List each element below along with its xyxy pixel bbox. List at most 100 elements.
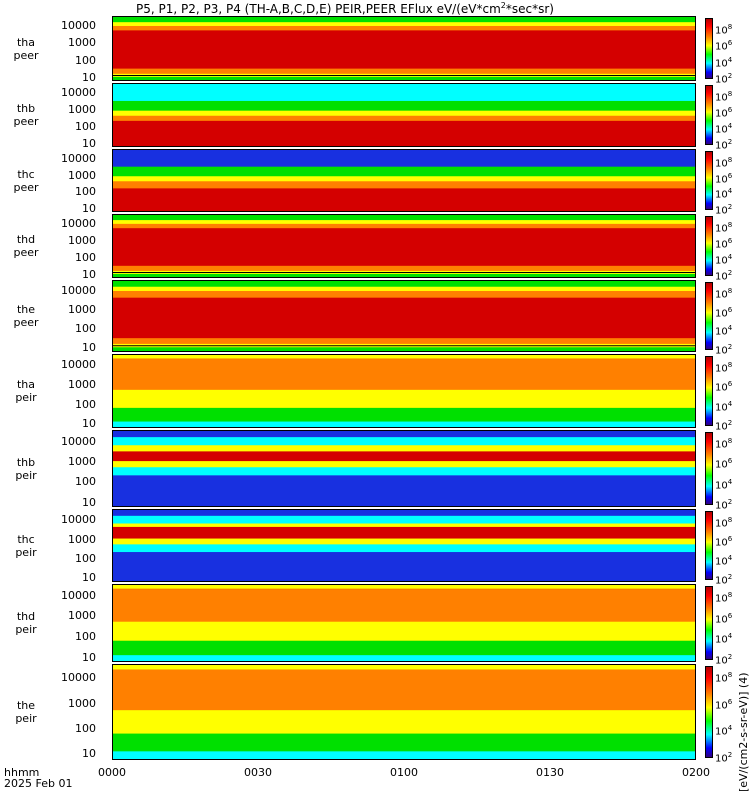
panel-label: tha peer (4, 36, 48, 62)
panel-label: thd peir (4, 610, 48, 636)
band-red (113, 188, 695, 211)
y-tick-label: 10000 (61, 588, 96, 602)
colorbar-tick-label: 104 (715, 252, 732, 266)
x-axis-label-hhmm: hhmm (4, 766, 40, 779)
panel-label-probe: the (16, 303, 36, 316)
panel-label: thb peir (4, 456, 48, 482)
panel-label: thc peer (4, 168, 48, 194)
spectrogram-tha-peer (112, 16, 696, 81)
colorbar (705, 282, 713, 350)
y-tick-label: 100 (75, 721, 96, 735)
colorbar-tick-label: 102 (715, 71, 732, 85)
y-tick-label: 100 (75, 397, 96, 411)
colorbar (705, 511, 713, 580)
colorbar-tick-base: 10 (715, 41, 728, 53)
spectrogram-thd-peir (112, 584, 696, 662)
x-tick-label: 0100 (390, 766, 418, 779)
colorbar-tick-label: 106 (715, 534, 732, 548)
panel-label: thb peer (4, 102, 48, 128)
colorbar-tick-base: 10 (715, 124, 728, 136)
band-orange (113, 669, 695, 711)
colorbar-tick-base: 10 (715, 271, 728, 283)
colorbar-tick-exponent: 6 (727, 237, 733, 245)
y-tick-label: 10000 (61, 19, 96, 33)
panel-label-probe: thb (16, 455, 36, 469)
colorbar-tick-base: 10 (715, 239, 728, 251)
colorbar-tick-label: 106 (715, 171, 732, 185)
spectrogram-thb-peer (112, 83, 696, 147)
y-tick-label: 1000 (68, 609, 96, 623)
colorbar-tick-label: 108 (715, 155, 732, 169)
panel-label-probe: the (16, 699, 36, 712)
colorbar-tick-base: 10 (715, 613, 728, 625)
panel-label-product: peir (15, 468, 37, 482)
y-tick-label: 1000 (68, 234, 96, 248)
panel-label: the peir (4, 699, 48, 725)
panel-label-probe: tha (16, 35, 36, 49)
colorbar (705, 151, 713, 210)
colorbar (705, 85, 713, 145)
colorbar-tick-exponent: 4 (727, 122, 733, 130)
colorbar-tick-label: 106 (715, 456, 732, 470)
colorbar-tick-base: 10 (715, 223, 728, 235)
colorbar-tick-exponent: 8 (727, 221, 733, 229)
colorbar-tick-base: 10 (715, 479, 728, 491)
band-red (113, 228, 695, 266)
colorbar-tick-exponent: 8 (727, 591, 733, 599)
colorbar-tick-exponent: 2 (727, 203, 733, 211)
band-red (113, 297, 695, 339)
colorbar-tick-exponent: 6 (727, 697, 733, 706)
colorbar-tick-base: 10 (715, 57, 728, 69)
colorbar-tick-base: 10 (715, 108, 728, 120)
colorbar-tick-exponent: 4 (727, 632, 733, 641)
panel-label-product: peer (13, 180, 39, 194)
colorbar-tick-label: 106 (715, 611, 732, 625)
colorbar-tick-exponent: 4 (727, 477, 733, 486)
colorbar (705, 356, 713, 426)
y-tick-label: 10 (82, 267, 96, 281)
spectrogram-svg (113, 355, 695, 427)
y-tick-label: 10000 (61, 434, 96, 448)
panel-label-probe: thc (17, 532, 35, 546)
colorbar-tick-label: 102 (715, 137, 732, 151)
colorbar-tick-exponent: 6 (727, 39, 733, 48)
colorbar-tick-exponent: 2 (727, 498, 733, 506)
y-tick-label: 1000 (68, 455, 96, 469)
y-tick-label: 10 (82, 70, 96, 84)
colorbar-tick-label: 108 (715, 436, 732, 450)
y-tick-label: 10000 (61, 86, 96, 100)
colorbar-tick-exponent: 8 (727, 437, 733, 445)
y-tick-label: 10 (82, 495, 96, 509)
colorbar-tick-label: 106 (715, 236, 732, 250)
spectrogram-svg (113, 17, 695, 80)
colorbar-tick-base: 10 (715, 189, 728, 201)
panel-label-product: peir (15, 391, 37, 404)
colorbar-tick-label: 108 (715, 590, 732, 604)
y-tick-label: 100 (75, 53, 96, 67)
colorbar-tick-exponent: 4 (727, 324, 733, 333)
y-tick-label: 1000 (68, 377, 96, 391)
colorbar-tick-base: 10 (715, 655, 728, 667)
y-tick-label: 10 (82, 136, 96, 150)
colorbar-tick-base: 10 (715, 439, 728, 451)
y-tick-label: 1000 (68, 303, 96, 317)
colorbar-tick-exponent: 4 (727, 55, 733, 64)
colorbar-tick-exponent: 6 (727, 535, 733, 543)
colorbar-axis-label: [eV/(cm2-s-sr-eV)] (4) (737, 672, 750, 793)
colorbar-tick-label: 106 (715, 379, 732, 393)
panel-label-product: peer (13, 115, 39, 128)
colorbar-tick-exponent: 6 (727, 305, 733, 314)
panel-label-probe: thb (16, 102, 36, 115)
colorbar-tick-exponent: 6 (727, 380, 733, 389)
colorbar-tick-exponent: 2 (727, 653, 733, 661)
colorbar-tick-base: 10 (715, 25, 728, 37)
panel-label: tha peir (4, 378, 48, 404)
colorbar-tick-label: 108 (715, 515, 732, 529)
colorbar-tick-label: 104 (715, 186, 732, 200)
colorbar-tick-label: 108 (715, 670, 732, 684)
colorbar-tick-base: 10 (715, 289, 728, 301)
panel-label-probe: tha (16, 378, 36, 391)
colorbar-tick-exponent: 4 (727, 253, 733, 261)
band-red (113, 120, 695, 146)
spectrogram-svg (113, 150, 695, 211)
